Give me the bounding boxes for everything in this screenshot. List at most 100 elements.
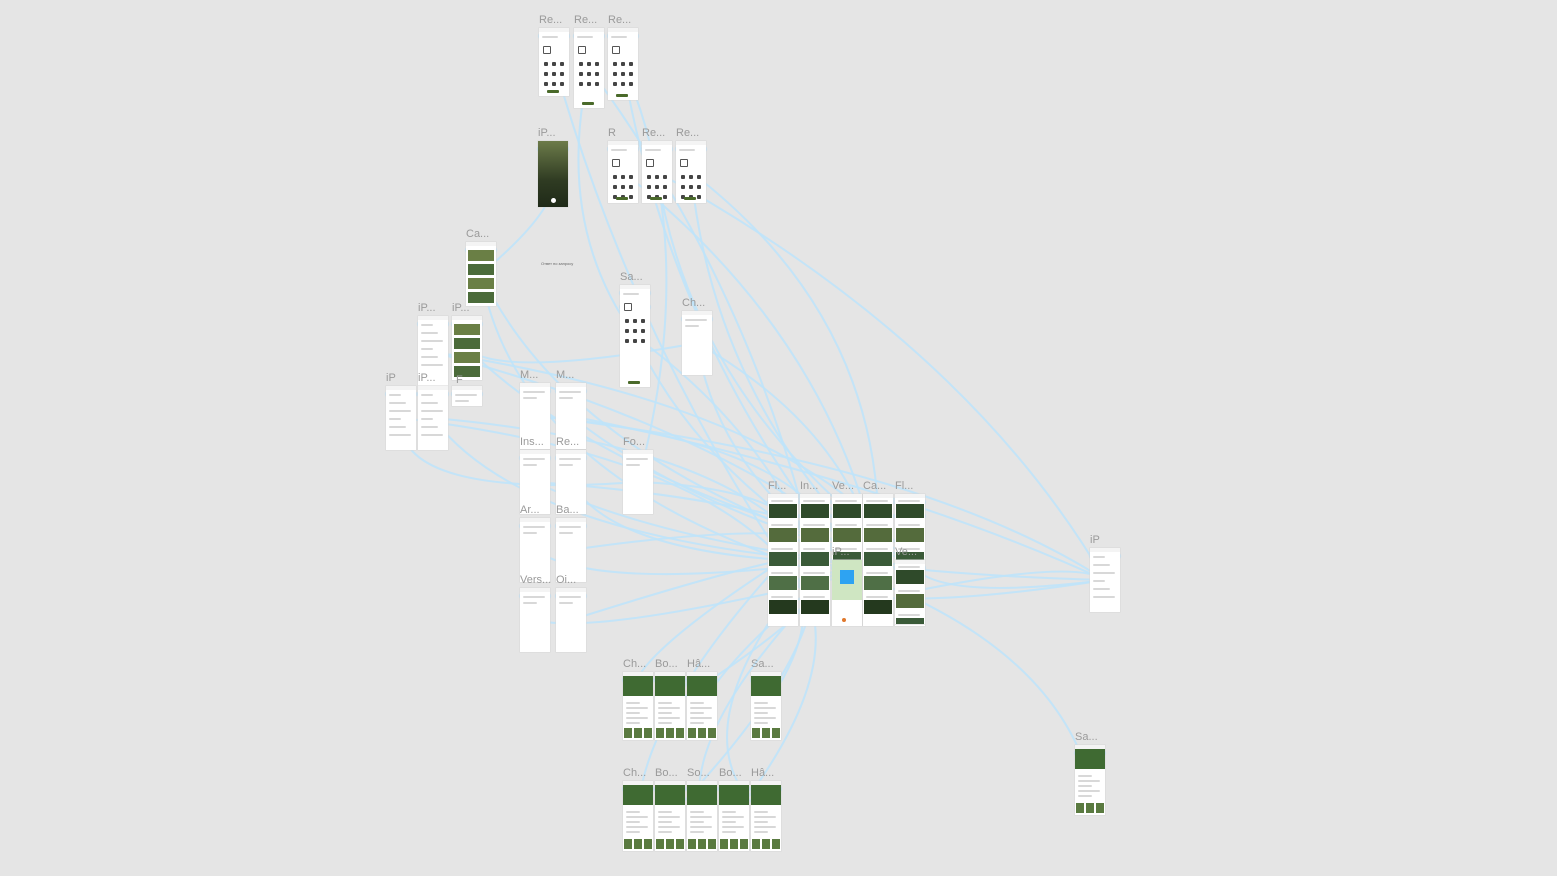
text-line [658, 717, 680, 719]
artboard-label[interactable]: Fo... [623, 436, 646, 448]
artboard-sa2[interactable] [751, 672, 781, 740]
artboard-label[interactable]: iP [1090, 534, 1100, 546]
artboard-label[interactable]: Ca... [863, 480, 887, 492]
artboard-label[interactable]: Sa... [620, 271, 643, 283]
artboard-sa1[interactable] [620, 285, 650, 387]
artboard-label[interactable]: F [456, 374, 463, 386]
artboard-label[interactable]: Ins... [520, 436, 544, 448]
artboard-label[interactable]: Re... [608, 14, 632, 26]
artboard-label[interactable]: Ch... [623, 767, 647, 779]
artboard-re4[interactable] [608, 141, 638, 203]
text-line [626, 712, 640, 714]
artboard-hub1[interactable] [768, 494, 798, 626]
artboard-label[interactable]: M... [520, 369, 539, 381]
artboard-label[interactable]: Hâ... [687, 658, 711, 670]
artboard-label[interactable]: iP... [538, 127, 556, 139]
thumb-image [656, 728, 664, 738]
artboard-label[interactable]: iP... [418, 302, 436, 314]
text-line [559, 526, 581, 528]
artboard-label[interactable]: Sa... [751, 658, 774, 670]
artboard-f1[interactable] [452, 386, 482, 406]
artboard-label[interactable]: Bo... [655, 658, 678, 670]
artboard-ip_photo[interactable] [538, 141, 568, 207]
artboard-label[interactable]: Re... [556, 436, 580, 448]
artboard-label[interactable]: iP... [832, 546, 850, 558]
artboard-label[interactable]: iP... [452, 302, 470, 314]
hero-image [751, 676, 781, 696]
artboard-bo3[interactable] [719, 781, 749, 851]
artboard-ip_hub[interactable] [832, 560, 862, 626]
artboard-ip1[interactable] [418, 316, 448, 388]
artboard-label[interactable]: Bo... [655, 767, 678, 779]
artboard-ar1[interactable] [520, 518, 550, 582]
artboard-re3[interactable] [608, 28, 638, 100]
artboard-label[interactable]: Ca... [466, 228, 490, 240]
artboard-re2[interactable] [574, 28, 604, 108]
artboard-vers1[interactable] [520, 588, 550, 652]
thumb-image [1076, 803, 1084, 813]
artboard-oi1[interactable] [556, 588, 586, 652]
artboard-label[interactable]: R [608, 127, 616, 139]
artboard-ch3[interactable] [623, 781, 653, 851]
artboard-bo2[interactable] [655, 781, 685, 851]
artboard-bo1[interactable] [655, 672, 685, 740]
artboard-label[interactable]: Fl... [768, 480, 787, 492]
artboard-label[interactable]: Vers... [520, 574, 552, 586]
artboard-re6[interactable] [676, 141, 706, 203]
artboard-hub4[interactable] [863, 494, 893, 626]
pin-icon [842, 618, 846, 622]
text-line [626, 826, 648, 828]
artboard-hub2[interactable] [800, 494, 830, 626]
artboard-re1[interactable] [539, 28, 569, 96]
thumb-image [740, 839, 748, 849]
artboard-m2[interactable] [556, 383, 586, 449]
artboard-ch1[interactable] [682, 311, 712, 375]
prototype-link [570, 559, 784, 621]
artboard-label[interactable]: Ve... [832, 480, 855, 492]
artboard-label[interactable]: Re... [676, 127, 700, 139]
artboard-so1[interactable] [687, 781, 717, 851]
artboard-ch2[interactable] [623, 672, 653, 740]
list-line [421, 356, 438, 358]
submit-button [684, 197, 696, 200]
artboard-label[interactable]: Re... [642, 127, 666, 139]
artboard-label[interactable]: In... [800, 480, 819, 492]
artboard-ip4[interactable] [418, 386, 448, 450]
artboard-label[interactable]: Oi... [556, 574, 577, 586]
artboard-ha1[interactable] [687, 672, 717, 740]
artboard-ip2[interactable] [452, 316, 482, 380]
artboard-ba1[interactable] [556, 518, 586, 582]
artboard-re7[interactable] [556, 450, 586, 514]
artboard-label[interactable]: So... [687, 767, 710, 779]
artboard-label[interactable]: Ch... [623, 658, 647, 670]
artboard-ca1[interactable] [466, 242, 496, 306]
artboard-label[interactable]: Ch... [682, 297, 706, 309]
option-icon [655, 185, 659, 189]
artboard-ha2[interactable] [751, 781, 781, 851]
artboard-label[interactable]: Ve... [895, 546, 918, 558]
artboard-label[interactable]: Bo... [719, 767, 742, 779]
artboard-label[interactable]: Re... [574, 14, 598, 26]
artboard-sa_right[interactable] [1075, 745, 1105, 815]
artboard-ip_right[interactable] [1090, 548, 1120, 612]
artboard-label[interactable]: M... [556, 369, 575, 381]
artboard-ins1[interactable] [520, 450, 550, 514]
artboard-ip3[interactable] [386, 386, 416, 450]
text-line [523, 391, 545, 393]
thumb-image [666, 839, 674, 849]
artboard-label[interactable]: Ba... [556, 504, 579, 516]
artboard-label[interactable]: Hâ... [751, 767, 775, 779]
artboard-fo1[interactable] [623, 450, 653, 514]
artboard-label[interactable]: Re... [539, 14, 563, 26]
status-bar [520, 383, 550, 387]
artboard-ve2[interactable] [895, 560, 925, 624]
artboard-label[interactable]: Sa... [1075, 731, 1098, 743]
artboard-label[interactable]: Fl... [895, 480, 914, 492]
artboard-re5[interactable] [642, 141, 672, 203]
artboard-label[interactable]: iP [386, 372, 396, 384]
artboard-m1[interactable] [520, 383, 550, 449]
artboard-label[interactable]: iP... [418, 372, 436, 384]
artboard-label[interactable]: Ar... [520, 504, 540, 516]
gallery-image [468, 292, 494, 303]
